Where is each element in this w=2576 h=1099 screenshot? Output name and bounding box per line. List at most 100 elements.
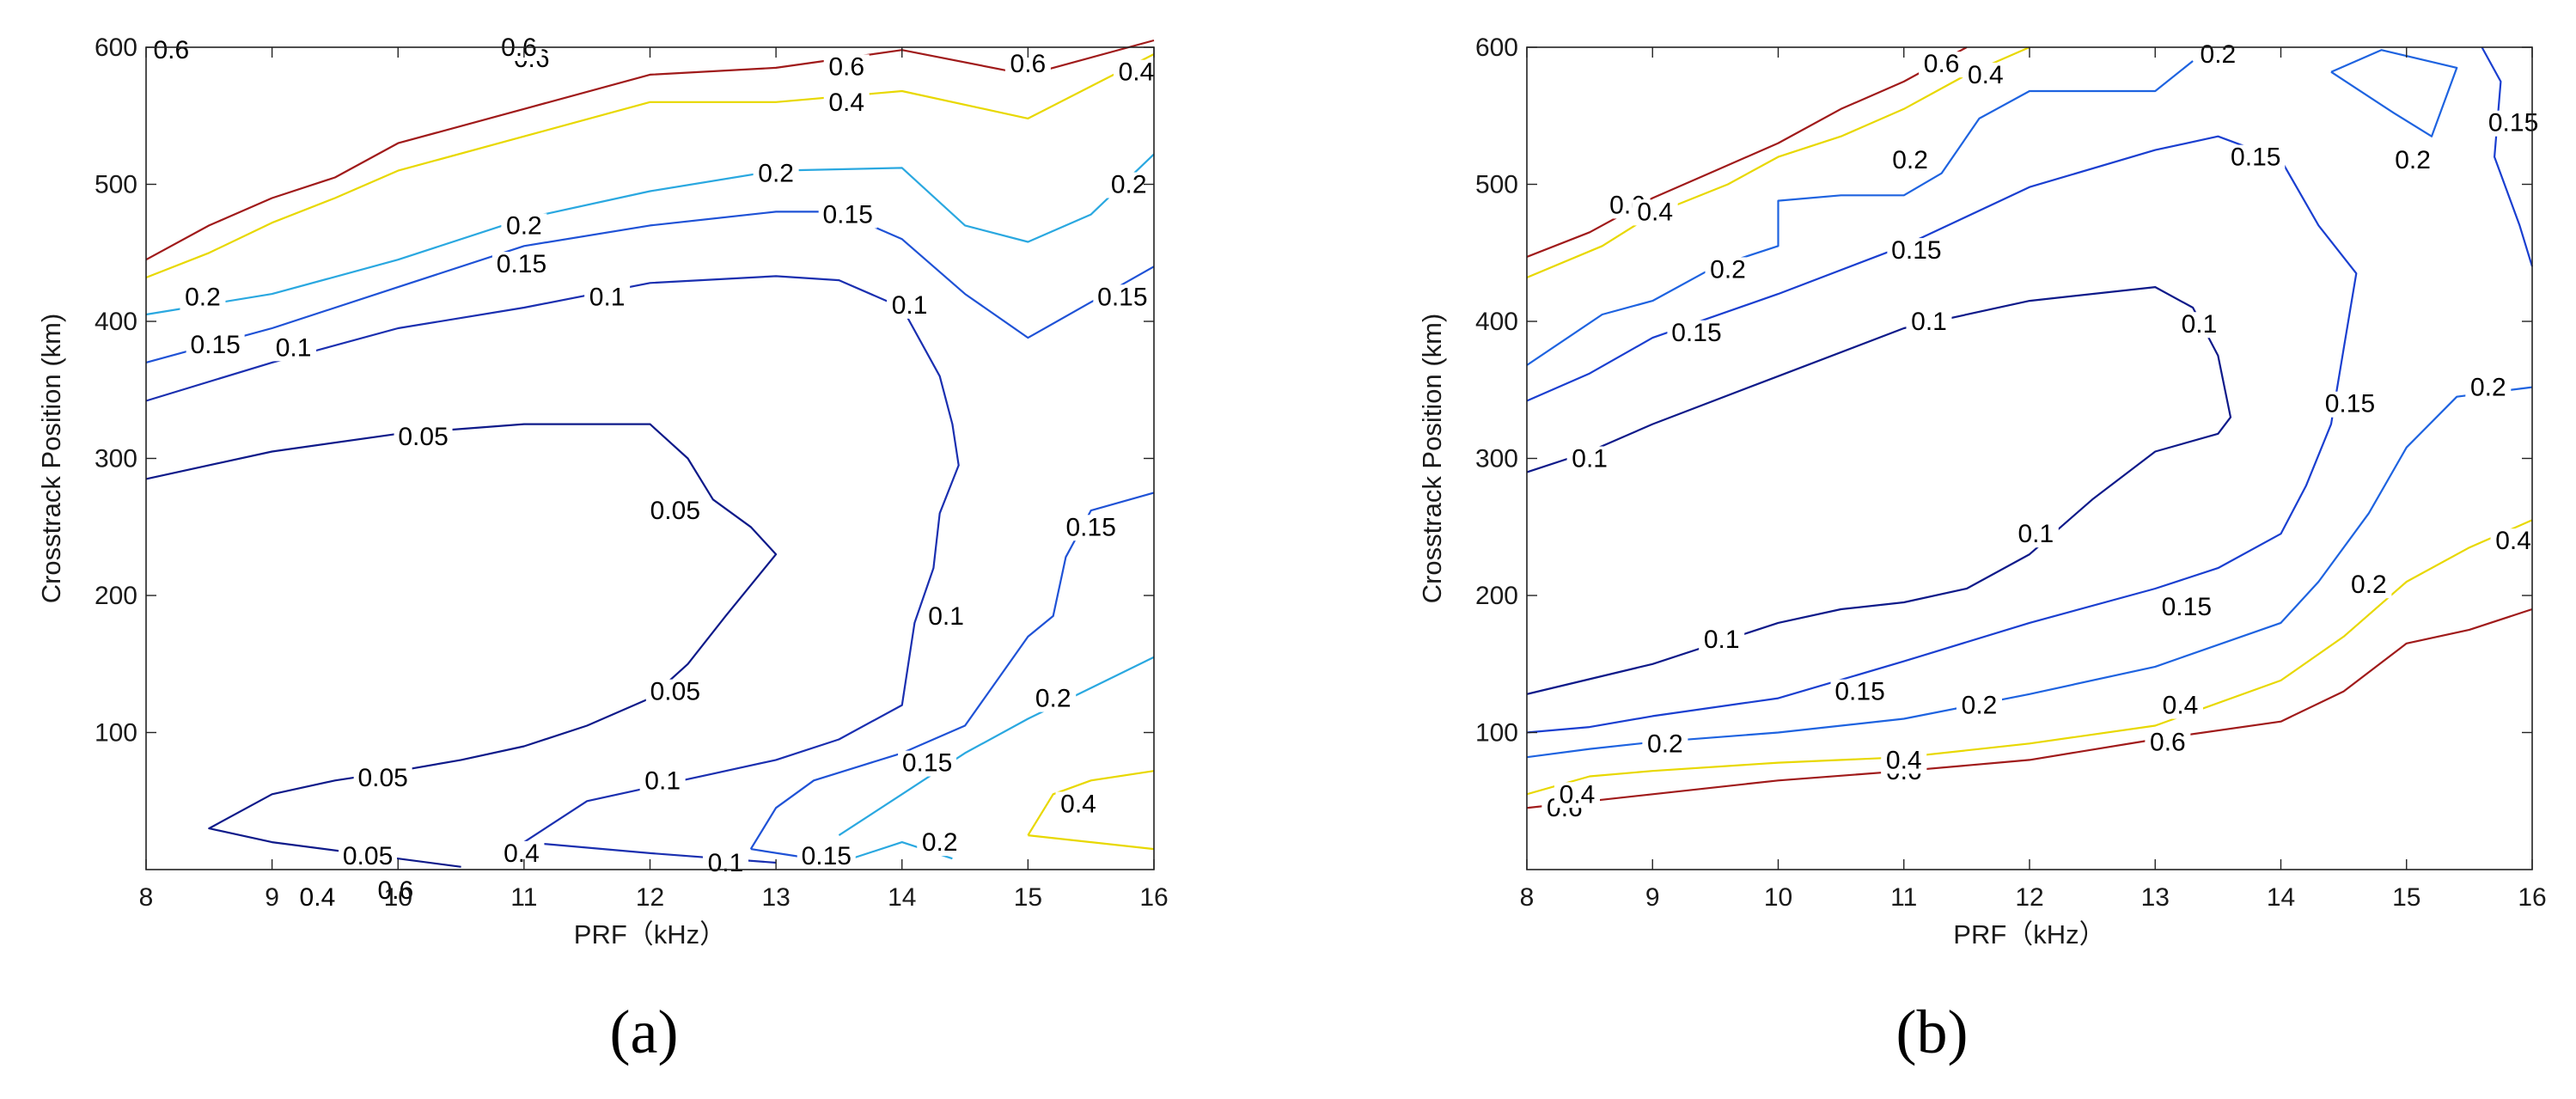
contour-label-0.4: 0.4 bbox=[294, 883, 340, 912]
subplot-a: 0.60.60.60.60.60.60.40.40.40.40.40.20.20… bbox=[36, 34, 1169, 1066]
svg-text:0.6: 0.6 bbox=[377, 876, 413, 905]
svg-text:0.1: 0.1 bbox=[708, 849, 744, 877]
x-tick-label: 13 bbox=[2141, 883, 2170, 912]
contour-label-0.4: 0.4 bbox=[1113, 58, 1159, 87]
contour-line-0.4-1 bbox=[1526, 519, 2533, 796]
x-tick-label: 16 bbox=[2518, 883, 2546, 912]
contour-line-0.4-2 bbox=[1028, 834, 1155, 851]
svg-text:0.15: 0.15 bbox=[802, 842, 852, 870]
svg-text:0.4: 0.4 bbox=[1060, 790, 1096, 818]
contour-label-0.6: 0.6 bbox=[1919, 50, 1965, 78]
contour-label-0.6: 0.6 bbox=[2145, 729, 2191, 757]
contour-label-0.2: 0.2 bbox=[1106, 171, 1152, 199]
svg-text:0.1: 0.1 bbox=[644, 766, 681, 795]
x-tick-label: 14 bbox=[888, 883, 916, 912]
contour-chart-b: 0.60.60.60.60.60.40.40.40.40.40.40.20.20… bbox=[1417, 34, 2547, 949]
y-tick-label: 100 bbox=[1475, 719, 1518, 748]
contour-label-0.15: 0.15 bbox=[491, 250, 551, 278]
svg-text:0.2: 0.2 bbox=[1111, 171, 1147, 199]
svg-text:0.2: 0.2 bbox=[922, 828, 958, 857]
contour-label-0.2: 0.2 bbox=[2194, 40, 2241, 69]
svg-text:0.1: 0.1 bbox=[2017, 520, 2054, 548]
x-tick-label: 12 bbox=[2015, 883, 2043, 912]
svg-text:0.6: 0.6 bbox=[1924, 50, 1960, 78]
x-tick-label: 10 bbox=[1764, 883, 1792, 912]
plot-frame bbox=[145, 46, 1155, 870]
contour-label-0.1: 0.1 bbox=[1906, 308, 1952, 336]
contour-label-0.2: 0.2 bbox=[501, 211, 547, 240]
contour-label-0.2: 0.2 bbox=[2346, 571, 2392, 599]
y-tick-label: 200 bbox=[95, 582, 137, 610]
x-tick-label: 14 bbox=[2267, 883, 2295, 912]
contour-line-0.1-0 bbox=[1526, 286, 2232, 695]
svg-text:0.15: 0.15 bbox=[1834, 678, 1884, 706]
contour-label-0.2: 0.2 bbox=[2390, 146, 2436, 174]
contour-label-0.4: 0.4 bbox=[2158, 692, 2203, 720]
y-axis-label: Crosstrack Position (km) bbox=[36, 314, 66, 604]
svg-text:0.1: 0.1 bbox=[1911, 308, 1947, 336]
contour-line-0.15-0 bbox=[145, 211, 1155, 363]
contour-label-0.4: 0.4 bbox=[1055, 790, 1102, 818]
contour-label-0.2: 0.2 bbox=[1956, 692, 2002, 720]
svg-text:0.15: 0.15 bbox=[1891, 236, 1941, 265]
svg-text:0.2: 0.2 bbox=[2201, 40, 2237, 69]
contour-line-0.15-0 bbox=[1526, 135, 2358, 734]
y-tick-label: 100 bbox=[95, 719, 137, 748]
svg-text:0.15: 0.15 bbox=[497, 250, 546, 278]
x-tick-label: 12 bbox=[636, 883, 664, 912]
contour-label-0.1: 0.1 bbox=[702, 849, 748, 877]
contour-line-0.2-0 bbox=[1526, 60, 2194, 366]
svg-text:0.2: 0.2 bbox=[506, 211, 542, 240]
svg-text:0.15: 0.15 bbox=[2325, 390, 2375, 418]
contour-line-0.4-0 bbox=[1526, 46, 2030, 279]
y-axis-label: Crosstrack Position (km) bbox=[1417, 314, 1447, 604]
contour-line-0.1-0 bbox=[145, 275, 960, 864]
contour-label-0.4: 0.4 bbox=[823, 89, 870, 117]
contour-label-0.1: 0.1 bbox=[1566, 445, 1613, 473]
x-tick-label: 8 bbox=[139, 883, 154, 912]
x-tick-label: 10 bbox=[384, 883, 412, 912]
y-tick-label: 600 bbox=[1475, 34, 1518, 62]
svg-text:0.2: 0.2 bbox=[1892, 146, 1928, 174]
contour-label-0.1: 0.1 bbox=[271, 333, 317, 362]
y-tick-label: 300 bbox=[1475, 445, 1518, 473]
svg-text:0.1: 0.1 bbox=[892, 291, 928, 320]
y-tick-label: 200 bbox=[1475, 582, 1518, 610]
contour-line-0.05-0 bbox=[145, 423, 778, 868]
svg-text:0.05: 0.05 bbox=[357, 764, 407, 792]
contour-line-0.6-1 bbox=[1526, 608, 2533, 809]
svg-text:0.15: 0.15 bbox=[190, 331, 240, 359]
svg-text:0.4: 0.4 bbox=[2163, 692, 2199, 720]
svg-text:0.4: 0.4 bbox=[1886, 746, 1922, 774]
y-tick-label: 400 bbox=[95, 308, 137, 336]
contour-label-0.15: 0.15 bbox=[1093, 283, 1152, 311]
contour-label-0.2: 0.2 bbox=[753, 160, 799, 188]
contour-label-0.05: 0.05 bbox=[394, 423, 453, 451]
svg-text:0.4: 0.4 bbox=[1560, 780, 1596, 809]
svg-text:0.6: 0.6 bbox=[828, 52, 864, 81]
contour-label-0.4: 0.4 bbox=[2490, 527, 2536, 555]
svg-text:0.1: 0.1 bbox=[2182, 310, 2218, 339]
x-tick-label: 11 bbox=[1890, 883, 1917, 912]
svg-text:0.15: 0.15 bbox=[1671, 319, 1721, 347]
contour-label-0.6: 0.6 bbox=[372, 876, 418, 905]
svg-text:0.1: 0.1 bbox=[1572, 445, 1608, 473]
contour-line-0.6-0 bbox=[1526, 46, 1968, 259]
x-tick-label: 9 bbox=[265, 883, 279, 912]
contour-line-0.2-1 bbox=[838, 656, 1155, 837]
contour-chart-a: 0.60.60.60.60.60.60.40.40.40.40.40.20.20… bbox=[36, 34, 1169, 949]
svg-text:0.05: 0.05 bbox=[398, 423, 448, 451]
contour-line-0.6-0 bbox=[145, 39, 1155, 261]
svg-text:0.4: 0.4 bbox=[300, 883, 336, 912]
contour-label-0.1: 0.1 bbox=[1699, 626, 1745, 654]
subplot-b: 0.60.60.60.60.60.40.40.40.40.40.40.20.20… bbox=[1288, 0, 2576, 1099]
panel-label-a: (a) bbox=[609, 998, 679, 1066]
svg-text:0.4: 0.4 bbox=[1968, 61, 2004, 89]
contour-label-0.4: 0.4 bbox=[1632, 198, 1678, 226]
x-tick-label: 13 bbox=[761, 883, 790, 912]
svg-text:0.2: 0.2 bbox=[1962, 692, 1998, 720]
svg-text:0.15: 0.15 bbox=[2162, 593, 2212, 621]
contour-label-0.05: 0.05 bbox=[339, 842, 398, 870]
svg-text:0.1: 0.1 bbox=[276, 333, 312, 362]
svg-text:0.1: 0.1 bbox=[589, 283, 626, 311]
